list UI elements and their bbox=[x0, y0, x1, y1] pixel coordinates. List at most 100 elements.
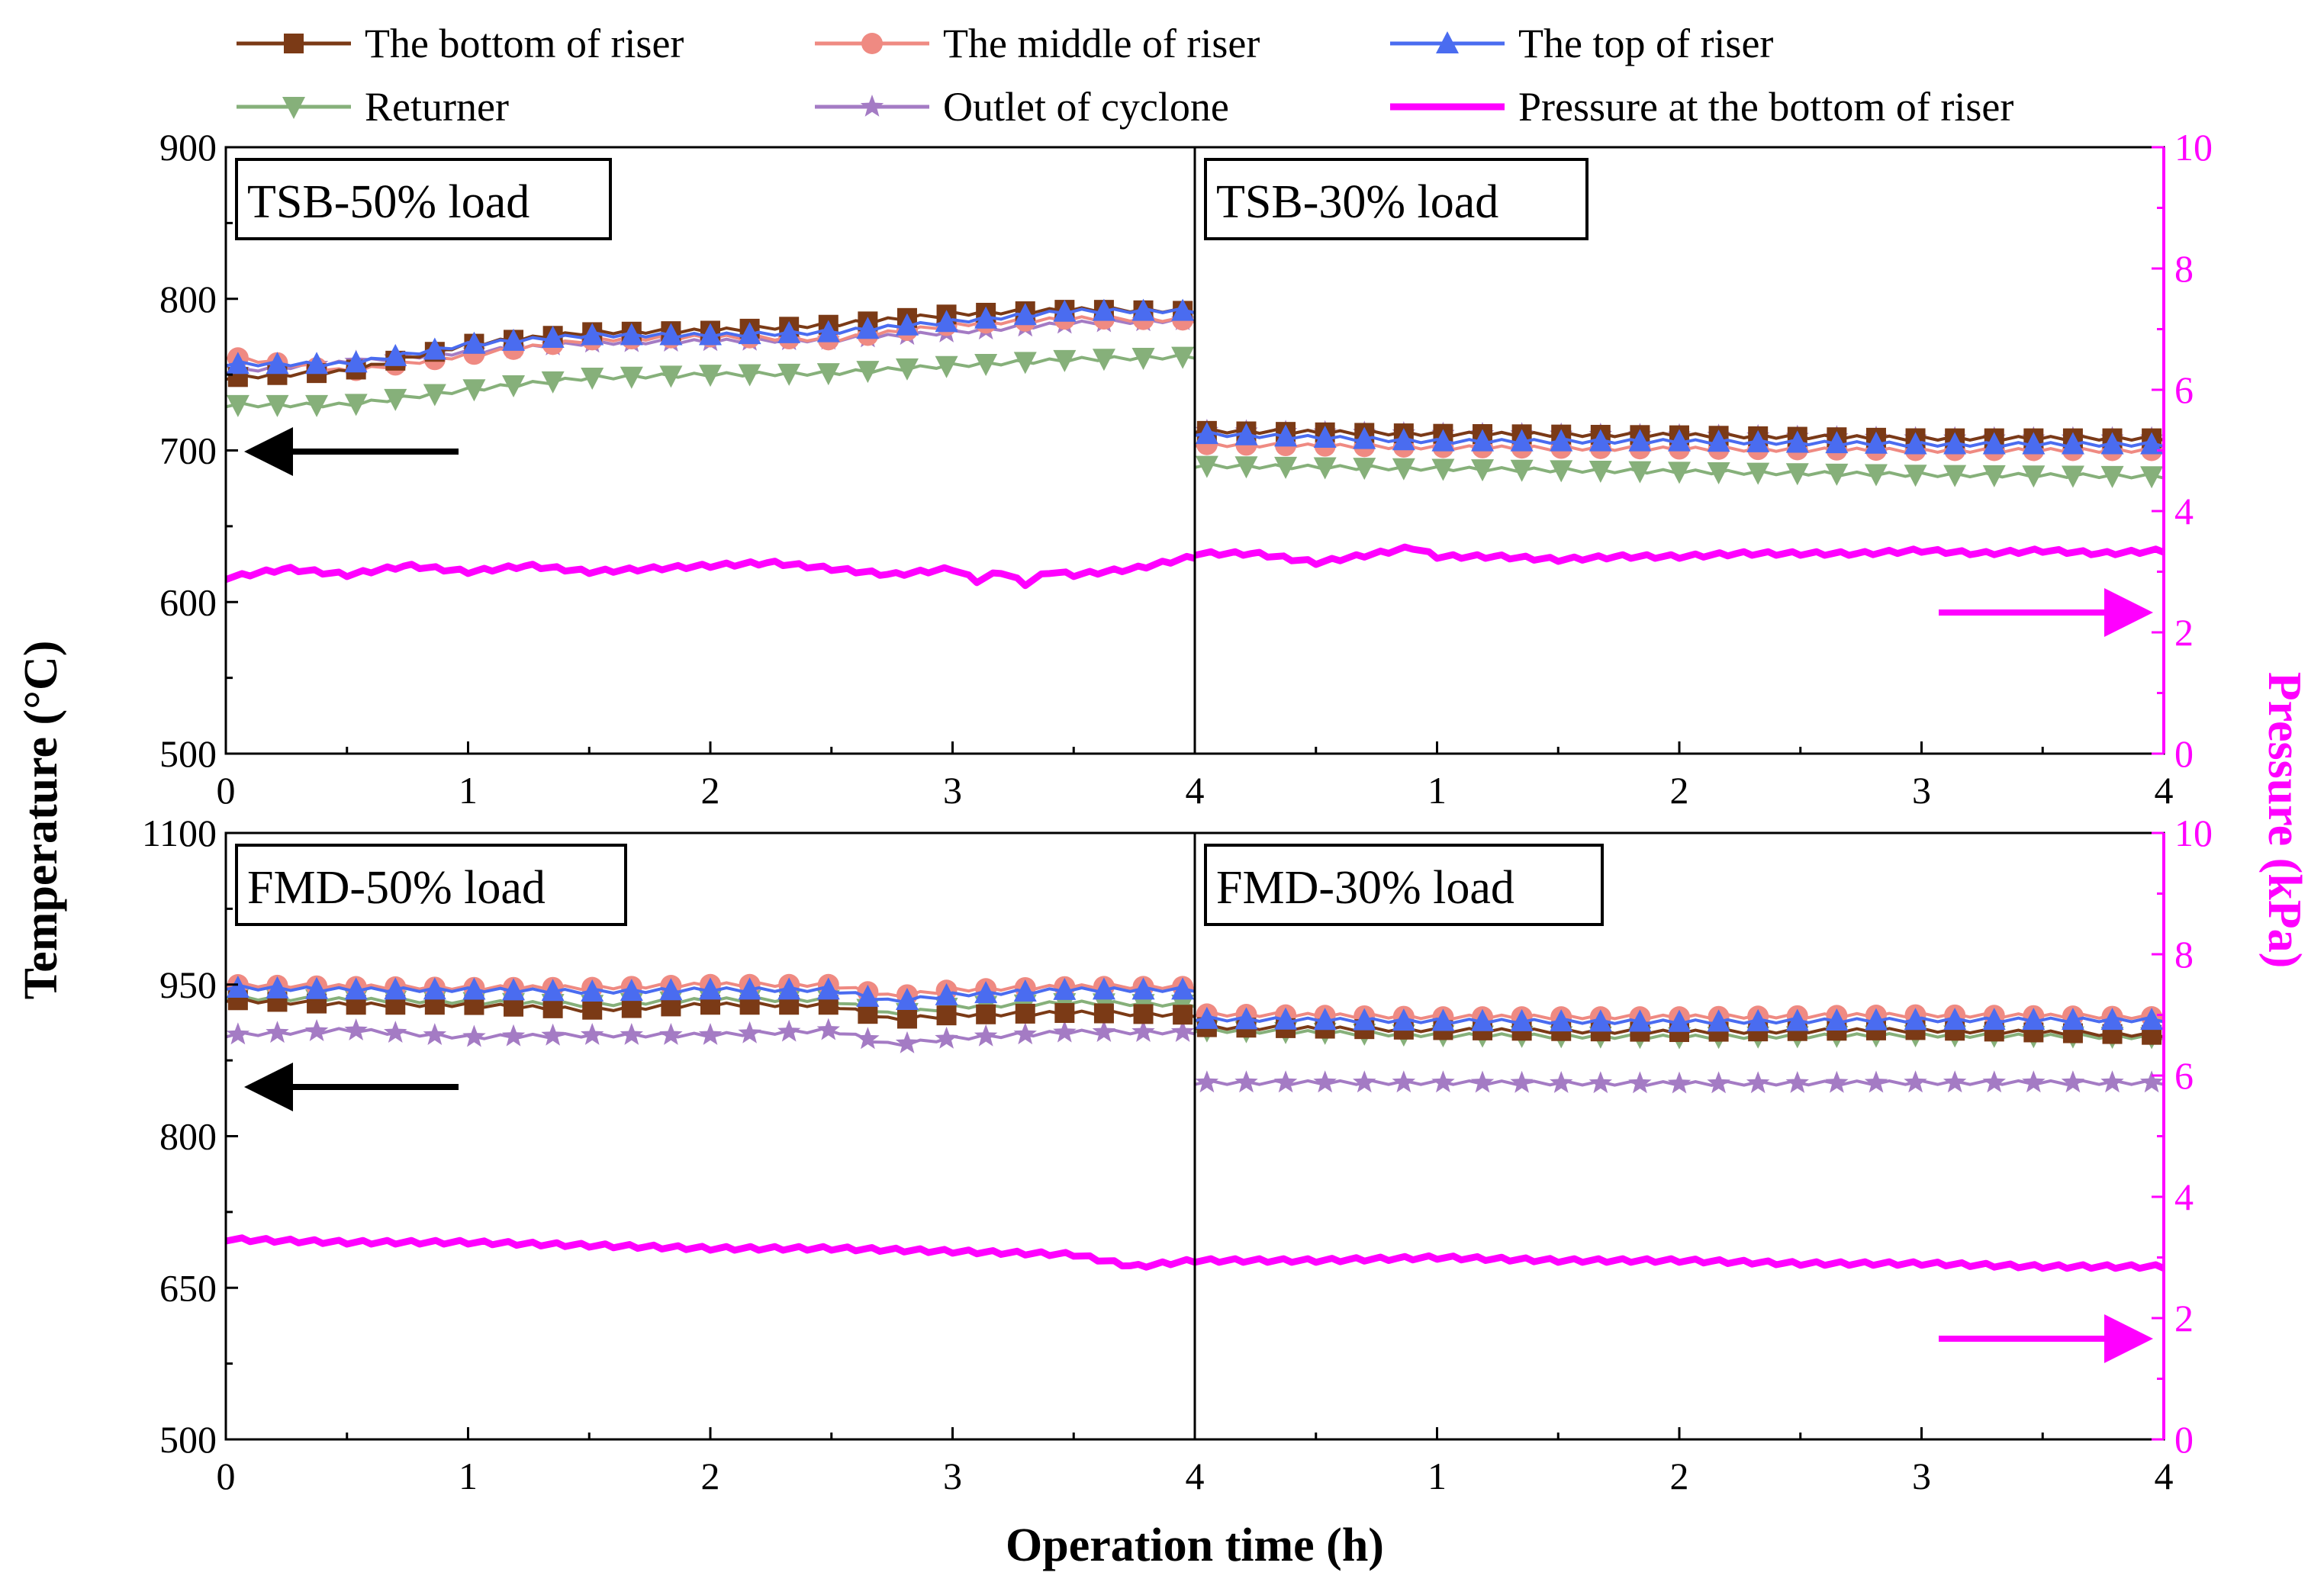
x-tick-label: 4 bbox=[2155, 769, 2174, 812]
data-point-top bbox=[1353, 426, 1376, 449]
legend-item-returner: Returner bbox=[237, 84, 509, 130]
data-point-top bbox=[1092, 977, 1115, 1000]
data-point-cyclone bbox=[1785, 1071, 1809, 1093]
data-point-top bbox=[1825, 1008, 1849, 1031]
data-point-cyclone bbox=[659, 1023, 683, 1045]
data-point-bottom bbox=[582, 999, 603, 1020]
data-point-top bbox=[974, 981, 998, 1004]
data-point-top bbox=[305, 352, 329, 375]
data-point-top bbox=[1707, 429, 1730, 452]
data-point-top bbox=[2100, 1008, 2124, 1031]
data-point-returner bbox=[1274, 456, 1298, 479]
data-point-top bbox=[2061, 432, 2084, 455]
legend-label-pressure: Pressure at the bottom of riser bbox=[1518, 84, 2013, 130]
data-point-top bbox=[1864, 431, 1888, 454]
data-point-top bbox=[1707, 1009, 1730, 1032]
legend-item-cyclone: Outlet of cyclone bbox=[815, 84, 1229, 130]
data-point-top bbox=[1588, 429, 1612, 452]
x-tick-label: 3 bbox=[1912, 1455, 1931, 1497]
data-point-top bbox=[1171, 977, 1195, 1000]
y-left-tick-label: 1100 bbox=[142, 812, 217, 854]
x-tick-label: 3 bbox=[1912, 769, 1931, 812]
data-point-cyclone bbox=[304, 1019, 329, 1041]
data-point-top bbox=[1746, 1008, 1770, 1031]
data-point-cyclone bbox=[856, 1027, 880, 1050]
data-point-cyclone bbox=[1195, 1070, 1219, 1093]
data-point-top bbox=[620, 979, 643, 1002]
data-point-top bbox=[1825, 431, 1849, 454]
data-point-returner bbox=[2100, 465, 2124, 488]
y-right-tick-label: 10 bbox=[2174, 126, 2213, 169]
legend-marker-returner bbox=[282, 97, 305, 119]
data-point-top bbox=[1013, 979, 1037, 1002]
series-cyclone-1-1 bbox=[1194, 1070, 2165, 1094]
panel-0-1: TSB-30% load 1 2 3 4 bbox=[1193, 146, 2174, 812]
data-point-returner bbox=[1864, 464, 1888, 487]
data-point-returner bbox=[1234, 456, 1258, 479]
data-point-cyclone bbox=[974, 1024, 998, 1047]
data-point-top bbox=[1195, 1006, 1218, 1029]
panel-0-0: TSB-50% load 0 1 2 3 4 bbox=[217, 146, 1205, 812]
legend-item-top: The top of riser bbox=[1390, 21, 1773, 66]
data-point-cyclone bbox=[1273, 1070, 1298, 1093]
data-point-top bbox=[1171, 298, 1195, 321]
data-point-returner bbox=[1785, 463, 1809, 486]
data-point-cyclone bbox=[816, 1018, 840, 1040]
data-point-top bbox=[1864, 1008, 1888, 1031]
data-point-top bbox=[1628, 429, 1652, 452]
data-point-cyclone bbox=[935, 1026, 958, 1049]
data-point-returner bbox=[581, 368, 604, 391]
legend-marker-bottom bbox=[284, 34, 304, 53]
data-point-top bbox=[1785, 1008, 1809, 1031]
data-point-top bbox=[462, 977, 486, 1000]
data-point-returner bbox=[462, 379, 486, 402]
x-tick-label: 3 bbox=[943, 1455, 962, 1497]
panel-label-box bbox=[235, 844, 627, 926]
x-tick-label: 1 bbox=[459, 1455, 478, 1497]
data-point-top bbox=[226, 975, 249, 998]
data-point-top bbox=[541, 326, 565, 349]
data-point-top bbox=[935, 982, 958, 1005]
data-point-top bbox=[1785, 430, 1809, 453]
y-right-tick-label: 8 bbox=[2174, 933, 2194, 976]
data-point-returner bbox=[1510, 459, 1534, 482]
x-tick-label: 0 bbox=[217, 1455, 236, 1497]
legend-label-cyclone: Outlet of cyclone bbox=[943, 84, 1229, 130]
series-line-pressure-1-0 bbox=[225, 1234, 1196, 1271]
data-point-returner bbox=[1943, 465, 1967, 487]
data-point-cyclone bbox=[2061, 1070, 2085, 1093]
legend-marker-cyclone bbox=[860, 95, 884, 117]
data-point-cyclone bbox=[1667, 1071, 1691, 1094]
data-point-cyclone bbox=[777, 1019, 801, 1042]
series-returner-0-0 bbox=[225, 346, 1196, 417]
data-point-cyclone bbox=[1092, 1020, 1116, 1042]
data-point-returner bbox=[1195, 455, 1218, 478]
data-point-top bbox=[895, 987, 919, 1010]
data-point-top bbox=[581, 323, 604, 346]
data-point-returner bbox=[974, 354, 998, 377]
x-tick-label: 3 bbox=[943, 769, 962, 812]
data-point-returner bbox=[1092, 349, 1115, 371]
data-point-top bbox=[581, 979, 604, 1002]
data-point-cyclone bbox=[1982, 1070, 2006, 1093]
data-point-cyclone bbox=[1313, 1070, 1337, 1093]
data-point-returner bbox=[856, 361, 880, 384]
data-point-top bbox=[1053, 977, 1077, 1000]
data-point-top bbox=[659, 978, 683, 1001]
data-point-top bbox=[1131, 977, 1155, 1000]
data-point-returner bbox=[423, 384, 446, 407]
data-point-top bbox=[935, 310, 958, 333]
series-top-1-1 bbox=[1194, 1006, 2165, 1032]
data-point-cyclone bbox=[1392, 1070, 1416, 1093]
panel-1-0: FMD-50% load 0 1 2 3 4 bbox=[217, 831, 1205, 1497]
panel-label: TSB-30% load bbox=[1216, 176, 1498, 228]
series-line-pressure-1-1 bbox=[1194, 1252, 2165, 1272]
data-point-cyclone bbox=[738, 1021, 761, 1044]
y-left-tick-label: 500 bbox=[159, 1418, 217, 1461]
data-point-top bbox=[1982, 1008, 2006, 1031]
data-point-top bbox=[895, 313, 919, 336]
data-point-top bbox=[659, 323, 683, 346]
data-point-cyclone bbox=[1234, 1070, 1258, 1093]
series-line-pressure-0-1 bbox=[1194, 543, 2165, 568]
